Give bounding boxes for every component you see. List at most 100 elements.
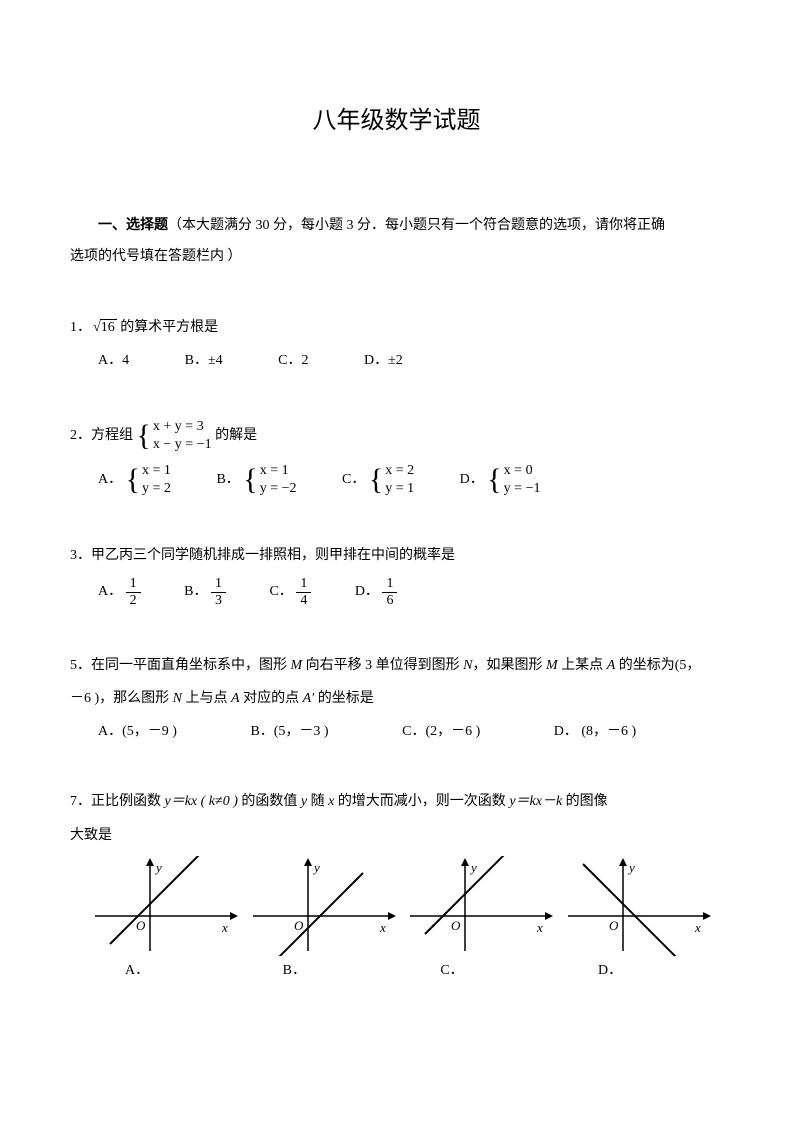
q3-a-num: 1 xyxy=(126,576,141,592)
svg-text:x: x xyxy=(536,920,543,935)
q3-option-d[interactable]: D． 16 xyxy=(355,576,398,608)
q5-option-b[interactable]: B．(5，－3 ) xyxy=(250,719,328,744)
q2-option-d[interactable]: D． {x = 0y = −1 xyxy=(460,462,541,498)
q7-t1: 7．正比例函数 xyxy=(70,794,165,809)
q3-c-den: 4 xyxy=(296,593,311,608)
q1-option-a[interactable]: A．4 xyxy=(98,348,129,373)
q3-stem: 3．甲乙丙三个同学随机排成一排照相，则甲排在中间的概率是 xyxy=(70,543,723,568)
svg-text:x: x xyxy=(694,920,701,935)
q5-t4: 上某点 xyxy=(558,658,607,673)
q7-stem-line2: 大致是 xyxy=(70,823,723,848)
svg-text:O: O xyxy=(451,918,461,933)
q3-d-den: 6 xyxy=(382,593,397,608)
q2-option-a[interactable]: A． {x = 1y = 2 xyxy=(98,462,171,498)
question-2: 2．方程组 {x + y = 3x − y = −1 的解是 A． {x = 1… xyxy=(70,418,723,498)
q3-a-label: A． xyxy=(98,584,122,599)
q2-c-r1: x = 2 xyxy=(385,462,414,480)
q7-t2: 的函数值 xyxy=(238,794,301,809)
q2-d-r1: x = 0 xyxy=(504,462,541,480)
section-desc-1: （本大题满分 30 分，每小题 3 分．每小题只有一个符合题意的选项，请你将正确 xyxy=(168,218,665,233)
page-title: 八年级数学试题 xyxy=(70,100,723,143)
chart-b: yxO xyxy=(248,856,398,956)
q5-option-c[interactable]: C．(2，－6 ) xyxy=(402,719,480,744)
q5-a2: A xyxy=(231,691,240,706)
q5-t1: 5．在同一平面直角坐标系中，图形 xyxy=(70,658,291,673)
q2-d-r2: y = −1 xyxy=(504,480,541,498)
q1-option-d[interactable]: D．±2 xyxy=(364,348,403,373)
q2-options: A． {x = 1y = 2 B． {x = 1y = −2 C． {x = 2… xyxy=(70,462,723,498)
q1-option-c[interactable]: C．2 xyxy=(278,348,308,373)
q2-option-b[interactable]: B． {x = 1y = −2 xyxy=(216,462,296,498)
q7-a-label: A． xyxy=(90,958,240,983)
q2-c-r2: y = 1 xyxy=(385,480,414,498)
q5-t6: －6 )，那么图形 xyxy=(70,691,173,706)
q5-m1: M xyxy=(291,658,303,673)
brace-icon: { xyxy=(137,421,151,451)
q5-n1: N xyxy=(463,658,472,673)
svg-text:y: y xyxy=(627,860,635,875)
q2-a-r1: x = 1 xyxy=(142,462,171,480)
q7-eq1: y＝kx ( k≠0 ) xyxy=(165,794,238,809)
question-5: 5．在同一平面直角坐标系中，图形 M 向右平移 3 单位得到图形 N，如果图形 … xyxy=(70,653,723,745)
q3-option-b[interactable]: B． 13 xyxy=(184,576,226,608)
q7-graph-a[interactable]: y x O A． xyxy=(90,856,240,983)
q5-t5: 的坐标为(5， xyxy=(615,658,700,673)
q5-option-a[interactable]: A．(5，－9 ) xyxy=(98,719,177,744)
q2-sys-r2: x − y = −1 xyxy=(153,436,212,454)
q2-option-c[interactable]: C． {x = 2y = 1 xyxy=(342,462,414,498)
chart-a: y x O xyxy=(90,856,240,956)
question-7: 7．正比例函数 y＝kx ( k≠0 ) 的函数值 y 随 x 的增大而减小，则… xyxy=(70,789,723,983)
q5-t2: 向右平移 3 单位得到图形 xyxy=(302,658,463,673)
q7-t3: 随 xyxy=(307,794,328,809)
brace-icon: { xyxy=(243,465,257,495)
q7-graphs: yxO A． yxO B． yxO C． yxO D． xyxy=(70,856,723,983)
q7-graph-b[interactable]: yxO B． xyxy=(248,856,398,983)
q1-option-b[interactable]: B．±4 xyxy=(185,348,223,373)
brace-icon: { xyxy=(126,465,140,495)
chart-c: y x O xyxy=(405,856,555,956)
q3-option-c[interactable]: C． 14 xyxy=(269,576,311,608)
q7-eq2: y＝kx－k xyxy=(509,794,562,809)
q5-t7: 上与点 xyxy=(182,691,231,706)
q3-b-label: B． xyxy=(184,584,207,599)
q2-stem-text: 的解是 xyxy=(212,428,258,443)
svg-text:y: y xyxy=(312,860,320,875)
section-heading-line1: 一、选择题（本大题满分 30 分，每小题 3 分．每小题只有一个符合题意的选项，… xyxy=(70,213,723,238)
q7-graph-c[interactable]: y x O C． xyxy=(405,856,555,983)
q2-b-r2: y = −2 xyxy=(260,480,297,498)
q3-c-num: 1 xyxy=(296,576,311,592)
q2-a-label: A． xyxy=(98,472,122,487)
q1-radicand: 16 xyxy=(100,319,117,335)
chart-d: yxO xyxy=(563,856,713,956)
q3-a-den: 2 xyxy=(126,593,141,608)
q7-c-label: C． xyxy=(405,958,555,983)
q7-graph-d[interactable]: yxO D． xyxy=(563,856,713,983)
q3-d-num: 1 xyxy=(382,576,397,592)
q1-stem-text: 的算术平方根是 xyxy=(117,320,219,335)
svg-text:y: y xyxy=(469,860,477,875)
sqrt-icon: 16 xyxy=(91,315,117,340)
q7-b-label: B． xyxy=(248,958,398,983)
q3-option-a[interactable]: A． 12 xyxy=(98,576,141,608)
q5-m2: M xyxy=(546,658,558,673)
svg-text:O: O xyxy=(136,918,146,933)
q5-t8: 对应的点 xyxy=(240,691,303,706)
q2-number: 2．方程组 xyxy=(70,428,137,443)
q5-option-d[interactable]: D． (8，－6 ) xyxy=(554,719,636,744)
q5-aprime: A′ xyxy=(303,691,315,706)
q3-d-label: D． xyxy=(355,584,379,599)
brace-icon: { xyxy=(369,465,383,495)
q1-options: A．4 B．±4 C．2 D．±2 xyxy=(70,348,723,373)
q7-t5: 的图像 xyxy=(562,794,608,809)
question-1: 1． 16 的算术平方根是 A．4 B．±4 C．2 D．±2 xyxy=(70,315,723,373)
svg-text:y: y xyxy=(154,860,162,875)
svg-text:x: x xyxy=(221,920,228,935)
q1-number: 1． xyxy=(70,320,91,335)
svg-text:x: x xyxy=(379,920,386,935)
q3-options: A． 12 B． 13 C． 14 D． 16 xyxy=(70,576,723,608)
q2-system: {x + y = 3x − y = −1 xyxy=(137,418,212,454)
section-desc-2: 选项的代号填在答题栏内 ） xyxy=(70,244,723,269)
q3-b-den: 3 xyxy=(211,593,226,608)
q5-a1: A xyxy=(607,658,616,673)
q2-a-r2: y = 2 xyxy=(142,480,171,498)
